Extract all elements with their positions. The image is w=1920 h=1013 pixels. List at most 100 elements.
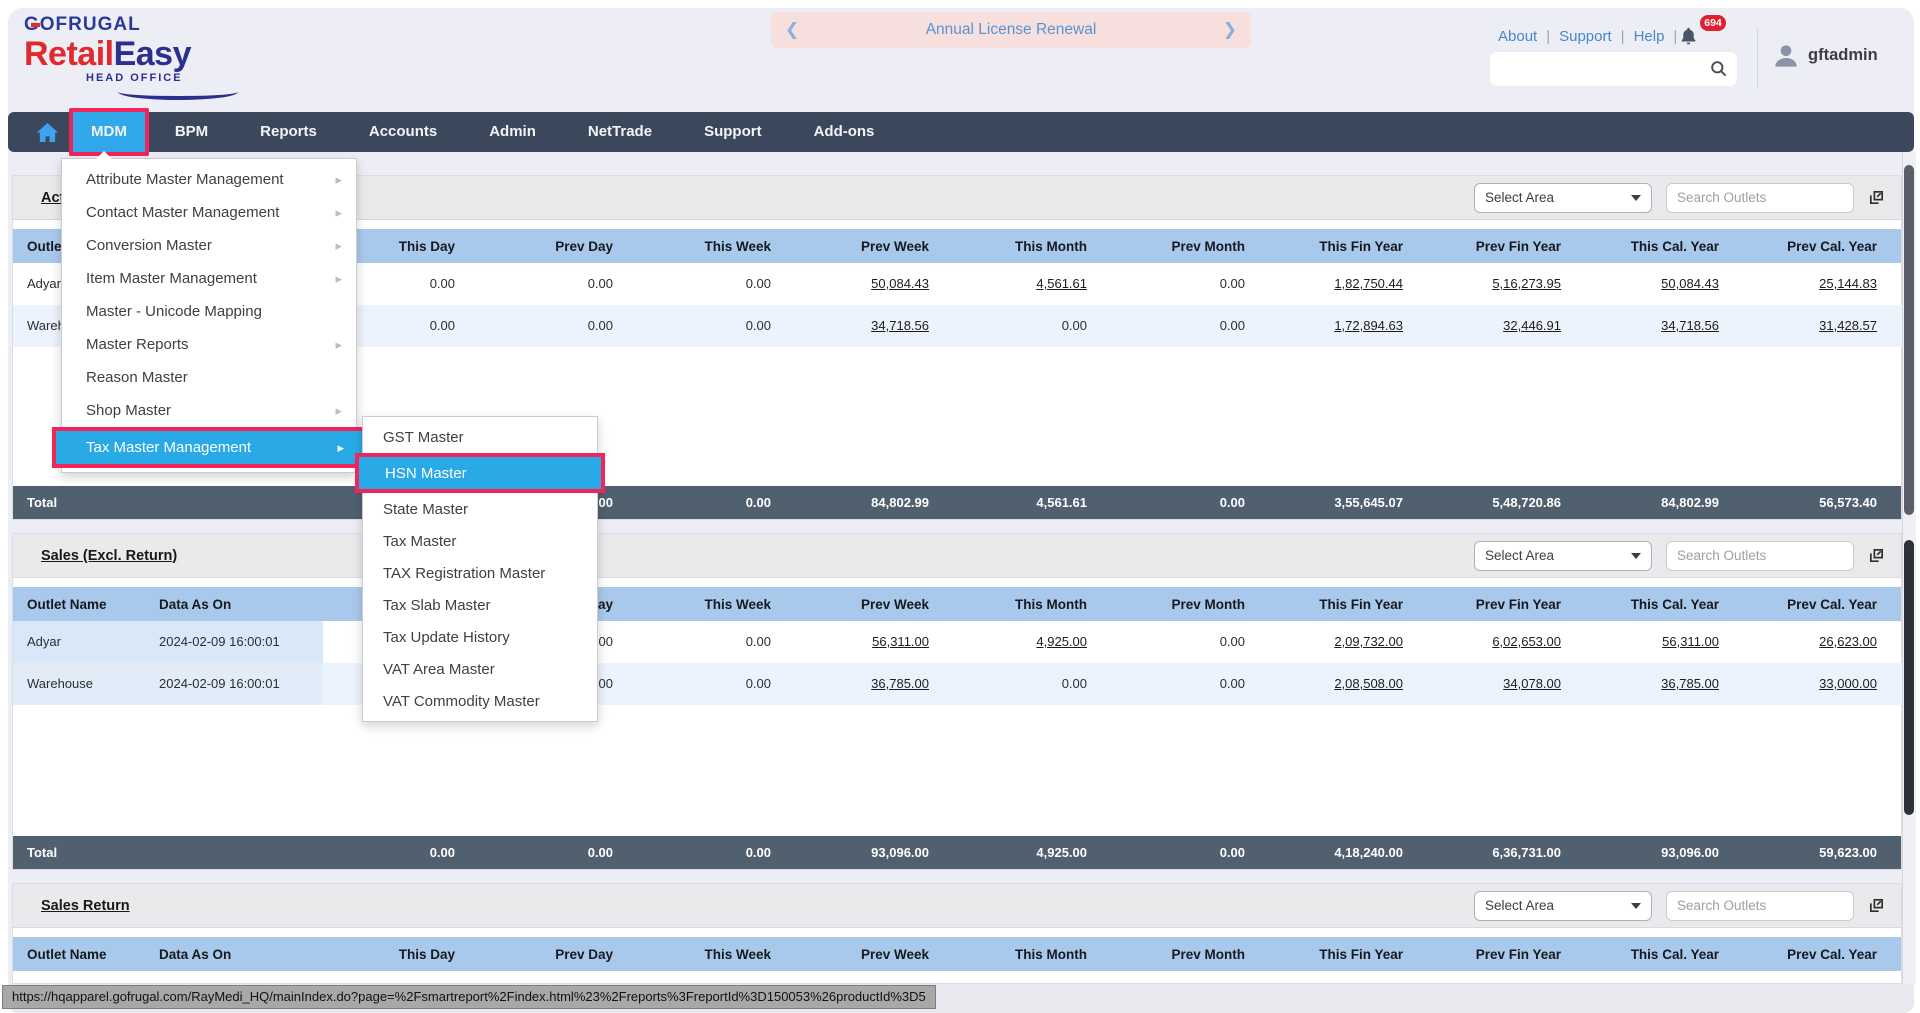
value-cell: 0.00 [745,276,771,291]
total-label: Total [27,845,58,860]
value-link[interactable]: 1,82,750.44 [1334,276,1403,291]
total-row: Total 0.00 0.00 0.00 93,096.00 4,925.00 0.00 4,… [13,836,1901,869]
nav-item-add-ons[interactable]: Add-ons [813,123,875,140]
column-header: This Day [398,946,455,962]
user-avatar[interactable] [1770,40,1802,77]
banner-prev-icon[interactable]: ❮ [785,20,800,39]
menu-item[interactable]: Shop Master ▸ [62,394,356,427]
section-title: Sales (Excl. Return) [41,547,178,564]
search-outlets-input[interactable] [1666,890,1854,921]
notification-bell-icon[interactable] [1678,26,1699,52]
menu-item-label: VAT Area Master [383,660,495,678]
submenu-item[interactable]: GST Master [363,421,597,453]
value-link[interactable]: 4,925.00 [1036,634,1087,649]
menu-item-label: Reason Master [86,369,188,386]
external-link-icon[interactable] [1868,189,1885,206]
menu-item-label: Shop Master [86,402,172,419]
value-link[interactable]: 2,08,508.00 [1271,663,1429,705]
menu-item[interactable]: Master - Unicode Mapping [62,295,356,328]
nav-item-reports[interactable]: Reports [260,123,317,140]
main-nav: MDM BPM Reports Accounts Admin NetTrade Suppor… [8,108,1914,156]
notification-badge[interactable]: 694 [1700,15,1726,31]
section-sales-excl-return: Sales (Excl. Return) Select Area Outlet … [12,533,1903,870]
value-link[interactable]: 36,785.00 [1587,663,1745,705]
menu-item-label: TAX Registration Master [383,564,546,582]
column-header: Prev Day [555,238,613,254]
value-link[interactable]: 32,446.91 [1429,305,1587,347]
nav-item-mdm[interactable]: MDM [69,108,149,156]
submenu-item[interactable]: VAT Commodity Master [363,685,597,717]
value-link[interactable]: 5,16,273.95 [1492,276,1561,291]
username[interactable]: gftadmin [1808,46,1878,64]
value-link[interactable]: 36,785.00 [797,663,955,705]
link-support[interactable]: Support [1559,28,1612,45]
header-search-input[interactable] [1500,52,1704,88]
separator: | [1546,28,1551,45]
external-link-icon[interactable] [1868,547,1885,564]
submenu-item[interactable]: Tax Update History [363,621,597,653]
value-link[interactable]: 56,311.00 [1662,634,1719,649]
value-link[interactable]: 50,084.43 [1661,276,1719,291]
value-link[interactable]: 4,561.61 [1036,276,1087,291]
column-header: Prev Week [860,238,929,254]
value-link[interactable]: 26,623.00 [1819,634,1877,649]
select-area-dropdown[interactable]: Select Area [1474,540,1652,571]
submenu-item[interactable]: TAX Registration Master [363,557,597,589]
menu-item[interactable]: Conversion Master ▸ [62,229,356,262]
search-icon[interactable] [1709,59,1728,78]
menu-item[interactable]: Tax Master Management ▸ [52,427,366,468]
value-cell: 0.00 [587,276,613,291]
column-header: This Cal. Year [1630,238,1719,254]
total-value: 0.00 [745,495,771,510]
menu-item[interactable]: Attribute Master Management ▸ [62,163,356,196]
nav-item-bpm[interactable]: BPM [174,123,209,140]
home-icon[interactable] [36,122,59,143]
scrollbar-thumb[interactable] [1904,540,1914,815]
nav-item-support[interactable]: Support [704,123,762,140]
value-link[interactable]: 50,084.43 [871,276,929,291]
column-header: This Month [1015,596,1087,612]
submenu-item[interactable]: State Master [363,493,597,525]
nav-items: MDM BPM Reports Accounts Admin NetTrade Suppor… [69,108,900,156]
value-link[interactable]: 33,000.00 [1745,663,1903,705]
menu-item[interactable]: Reason Master [62,361,356,394]
submenu-arrow-icon: ▸ [335,336,342,352]
value-link[interactable]: 31,428.57 [1745,305,1903,347]
menu-item-label: State Master [383,500,469,518]
scrollbar-thumb[interactable] [1904,165,1914,515]
banner-label[interactable]: Annual License Renewal [925,21,1097,38]
banner-next-icon[interactable]: ❯ [1222,20,1237,39]
value-link[interactable]: 34,078.00 [1429,663,1587,705]
value-link[interactable]: 6,02,653.00 [1492,634,1561,649]
external-link-icon[interactable] [1868,897,1885,914]
link-help[interactable]: Help [1633,28,1665,45]
menu-item[interactable]: Contact Master Management ▸ [62,196,356,229]
search-outlets-input[interactable] [1666,182,1854,213]
value-link[interactable]: 34,718.56 [797,305,955,347]
value-link[interactable]: 34,718.56 [1587,305,1745,347]
search-outlets-input[interactable] [1666,540,1854,571]
nav-item-nettrade[interactable]: NetTrade [587,123,653,140]
nav-item-accounts[interactable]: Accounts [368,123,438,140]
value-link[interactable]: 2,09,732.00 [1334,634,1403,649]
menu-item[interactable]: Master Reports ▸ [62,328,356,361]
select-area-dropdown[interactable]: Select Area [1474,890,1652,921]
submenu-item[interactable]: Tax Slab Master [363,589,597,621]
submenu-item[interactable]: HSN Master [355,453,605,493]
column-header: Prev Day [555,946,613,962]
menu-item[interactable]: Item Master Management ▸ [62,262,356,295]
value-link[interactable]: 1,72,894.63 [1271,305,1429,347]
submenu-item[interactable]: Tax Master [363,525,597,557]
total-value: 0.00 [429,845,455,860]
value-link[interactable]: 56,311.00 [872,634,929,649]
link-about[interactable]: About [1498,28,1538,45]
submenu-item[interactable]: VAT Area Master [363,653,597,685]
nav-item-admin[interactable]: Admin [489,123,536,140]
value-link[interactable]: 25,144.83 [1819,276,1877,291]
total-value: 0.00 [587,845,613,860]
menu-item-label: Contact Master Management [86,204,280,221]
separator: | [1620,28,1625,45]
select-area-dropdown[interactable]: Select Area [1474,182,1652,213]
